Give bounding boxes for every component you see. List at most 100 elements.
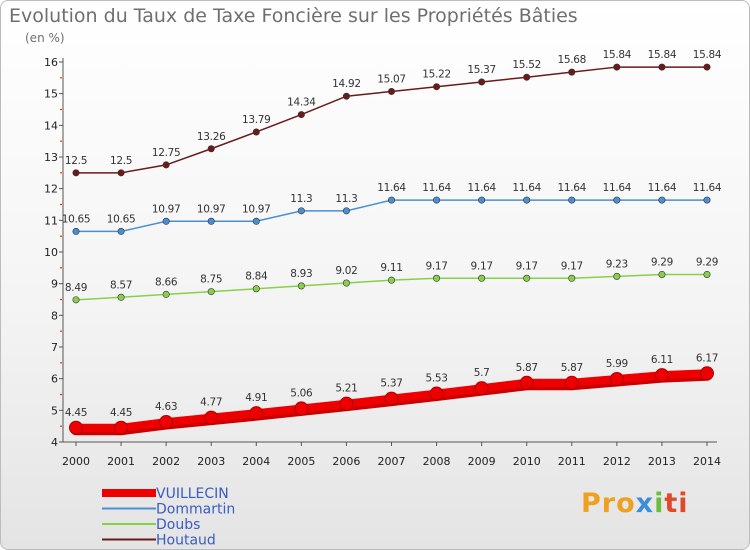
data-point-vuillecin xyxy=(384,391,399,406)
data-label-vuillecin: 5.06 xyxy=(290,387,313,399)
data-label-vuillecin: 6.11 xyxy=(651,354,673,366)
data-label-vuillecin: 6.17 xyxy=(696,352,718,364)
data-label-houtaud: 14.34 xyxy=(287,97,316,109)
data-point-doubs xyxy=(387,276,395,284)
data-label-dommartin: 11.3 xyxy=(290,193,312,205)
data-point-vuillecin xyxy=(519,375,534,390)
y-tick-label: 9 xyxy=(51,278,58,291)
data-label-doubs: 9.17 xyxy=(425,260,447,272)
data-point-doubs xyxy=(478,274,486,282)
data-label-doubs: 9.17 xyxy=(561,260,583,272)
data-label-houtaud: 15.84 xyxy=(648,49,677,61)
data-point-vuillecin xyxy=(249,406,264,421)
data-point-vuillecin xyxy=(429,386,444,401)
data-point-dommartin xyxy=(162,217,170,225)
data-label-houtaud: 13.79 xyxy=(242,114,271,126)
data-point-vuillecin xyxy=(69,420,83,435)
data-label-vuillecin: 4.45 xyxy=(110,407,132,419)
x-tick-label: 2012 xyxy=(603,455,631,468)
legend-label-doubs: Doubs xyxy=(156,517,200,533)
data-label-doubs: 8.84 xyxy=(245,271,268,283)
data-label-dommartin: 11.64 xyxy=(512,182,541,194)
logo-letters-1: Pro xyxy=(581,488,636,519)
logo-letters-2: x xyxy=(635,488,655,519)
data-label-doubs: 9.23 xyxy=(606,258,628,270)
data-label-doubs: 8.75 xyxy=(200,274,222,286)
y-tick-label: 5 xyxy=(51,404,58,417)
data-point-vuillecin xyxy=(700,366,714,381)
data-label-doubs: 8.66 xyxy=(155,276,178,288)
data-point-dommartin xyxy=(72,227,80,235)
data-label-houtaud: 15.84 xyxy=(693,49,722,61)
data-point-dommartin xyxy=(703,196,711,204)
data-label-vuillecin: 5.21 xyxy=(335,383,357,395)
data-label-dommartin: 10.97 xyxy=(242,203,271,215)
data-point-doubs xyxy=(433,274,441,282)
chart-axes: 4 5 6 7 8 9 10 11 12 13 14 15 16 2000 2001 2002 2003 2004… xyxy=(44,56,721,468)
data-point-houtaud xyxy=(252,128,260,136)
data-label-dommartin: 11.64 xyxy=(422,182,451,194)
data-point-vuillecin xyxy=(474,381,489,396)
x-tick-label: 2009 xyxy=(468,455,496,468)
data-point-dommartin xyxy=(342,207,350,215)
proxiti-logo: Proxiti xyxy=(581,488,689,519)
data-label-dommartin: 11.64 xyxy=(377,182,406,194)
data-point-vuillecin xyxy=(159,415,174,430)
y-tick-label: 16 xyxy=(44,56,58,69)
data-point-houtaud xyxy=(433,83,441,91)
y-tick-label: 4 xyxy=(51,436,58,449)
data-label-houtaud: 15.68 xyxy=(558,54,587,66)
legend-label-houtaud: Houtaud xyxy=(156,533,216,549)
data-point-houtaud xyxy=(72,169,80,177)
data-point-vuillecin xyxy=(654,368,669,383)
data-label-doubs: 8.57 xyxy=(110,279,132,291)
data-point-dommartin xyxy=(387,196,395,204)
data-point-dommartin xyxy=(523,196,531,204)
data-label-dommartin: 11.64 xyxy=(467,182,496,194)
data-label-dommartin: 11.3 xyxy=(335,193,357,205)
x-tick-label: 2013 xyxy=(648,455,676,468)
data-point-vuillecin xyxy=(339,396,354,411)
data-point-doubs xyxy=(252,285,260,293)
data-point-doubs xyxy=(342,279,350,287)
data-label-vuillecin: 4.77 xyxy=(200,397,222,409)
data-label-vuillecin: 4.63 xyxy=(155,401,177,413)
x-tick-label: 2008 xyxy=(423,455,451,468)
data-label-doubs: 9.29 xyxy=(651,256,673,268)
chart-title: Evolution du Taux de Taxe Foncière sur l… xyxy=(9,5,578,27)
data-label-dommartin: 10.97 xyxy=(152,203,181,215)
legend-label-dommartin: Dommartin xyxy=(156,502,235,518)
data-label-doubs: 8.49 xyxy=(65,282,87,294)
data-label-vuillecin: 5.87 xyxy=(516,362,538,374)
y-tick-label: 14 xyxy=(44,119,58,132)
x-tick-label: 2000 xyxy=(62,455,90,468)
data-label-houtaud: 12.5 xyxy=(110,155,132,167)
data-label-houtaud: 12.75 xyxy=(152,147,181,159)
data-label-dommartin: 11.64 xyxy=(558,182,587,194)
data-point-doubs xyxy=(523,274,531,282)
data-point-dommartin xyxy=(613,196,621,204)
data-point-houtaud xyxy=(658,63,666,71)
data-label-vuillecin: 5.99 xyxy=(606,358,628,370)
legend-label-vuillecin: VUILLECIN xyxy=(156,486,229,502)
data-label-vuillecin: 4.91 xyxy=(245,392,267,404)
data-point-doubs xyxy=(658,270,666,278)
data-label-houtaud: 15.07 xyxy=(377,73,406,85)
data-label-vuillecin: 5.53 xyxy=(425,373,447,385)
y-unit-label: (en %) xyxy=(25,31,65,45)
data-point-doubs xyxy=(613,272,621,280)
data-point-doubs xyxy=(703,270,711,278)
x-tick-label: 2001 xyxy=(107,455,135,468)
data-label-houtaud: 15.84 xyxy=(603,49,632,61)
logo-letters-3: i xyxy=(654,488,665,519)
data-point-doubs xyxy=(207,288,215,296)
y-tick-label: 15 xyxy=(44,88,58,101)
y-tick-label: 11 xyxy=(44,214,58,227)
data-label-houtaud: 13.26 xyxy=(197,131,226,143)
data-point-houtaud xyxy=(117,169,125,177)
data-point-dommartin xyxy=(252,217,260,225)
data-point-dommartin xyxy=(568,196,576,204)
data-label-houtaud: 12.5 xyxy=(65,155,87,167)
